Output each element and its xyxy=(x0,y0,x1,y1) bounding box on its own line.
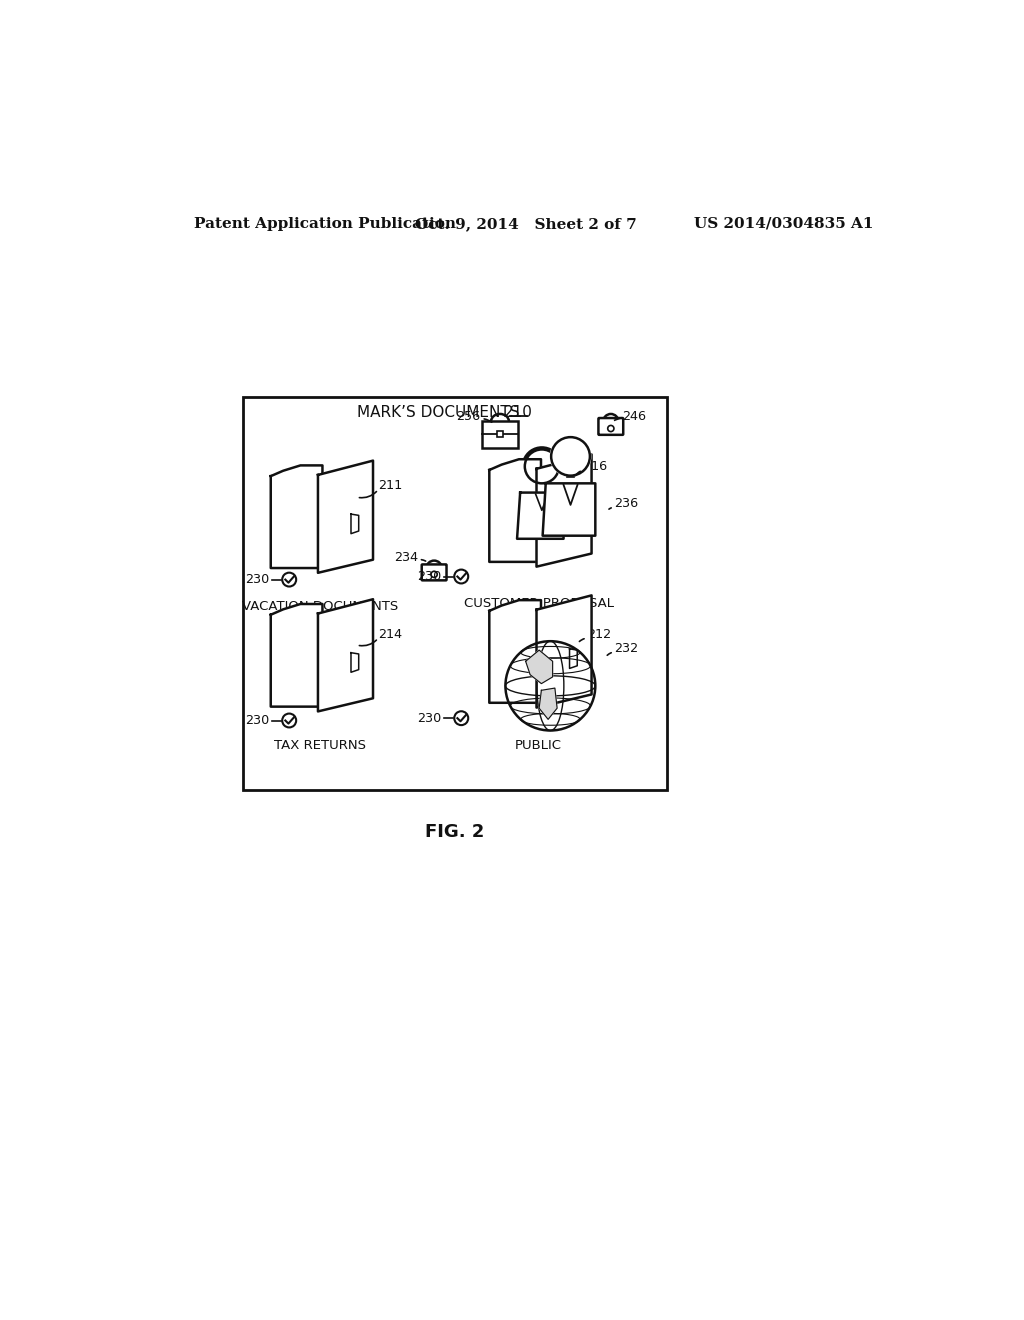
Polygon shape xyxy=(318,461,373,573)
FancyBboxPatch shape xyxy=(422,565,446,581)
Polygon shape xyxy=(489,601,541,702)
Polygon shape xyxy=(318,599,373,711)
Text: Oct. 9, 2014   Sheet 2 of 7: Oct. 9, 2014 Sheet 2 of 7 xyxy=(415,216,637,231)
Text: MARK’S DOCUMENTS: MARK’S DOCUMENTS xyxy=(356,405,519,420)
Text: 232: 232 xyxy=(614,643,638,656)
Text: 230: 230 xyxy=(246,714,270,727)
Polygon shape xyxy=(525,651,553,684)
Text: TAX RETURNS: TAX RETURNS xyxy=(274,739,367,751)
Text: 230: 230 xyxy=(418,711,442,725)
Text: PUBLIC: PUBLIC xyxy=(515,739,562,751)
Polygon shape xyxy=(270,605,323,706)
Text: Patent Application Publication: Patent Application Publication xyxy=(194,216,456,231)
Polygon shape xyxy=(540,688,557,719)
Text: 230: 230 xyxy=(246,573,270,586)
Text: CUSTOMER PROPOSAL: CUSTOMER PROPOSAL xyxy=(464,597,613,610)
Text: 230: 230 xyxy=(418,570,442,583)
Polygon shape xyxy=(517,492,563,539)
Text: 216: 216 xyxy=(583,459,607,473)
Polygon shape xyxy=(537,595,592,708)
Text: 236: 236 xyxy=(614,496,638,510)
FancyBboxPatch shape xyxy=(482,421,518,447)
Text: 214: 214 xyxy=(378,628,402,640)
Bar xyxy=(243,397,668,789)
Text: 210: 210 xyxy=(504,405,534,420)
Polygon shape xyxy=(537,454,592,566)
Polygon shape xyxy=(543,483,595,536)
FancyBboxPatch shape xyxy=(598,418,624,434)
Polygon shape xyxy=(489,459,541,562)
Text: FIG. 2: FIG. 2 xyxy=(425,824,484,841)
Text: 256: 256 xyxy=(457,409,480,422)
Text: US 2014/0304835 A1: US 2014/0304835 A1 xyxy=(693,216,873,231)
Polygon shape xyxy=(270,466,323,568)
Text: 211: 211 xyxy=(378,479,402,492)
Text: VACATION DOCUMENTS: VACATION DOCUMENTS xyxy=(242,601,398,612)
Text: 234: 234 xyxy=(394,550,419,564)
Text: 246: 246 xyxy=(622,409,646,422)
Text: 212: 212 xyxy=(587,628,611,640)
Circle shape xyxy=(550,436,592,478)
Bar xyxy=(497,432,503,437)
